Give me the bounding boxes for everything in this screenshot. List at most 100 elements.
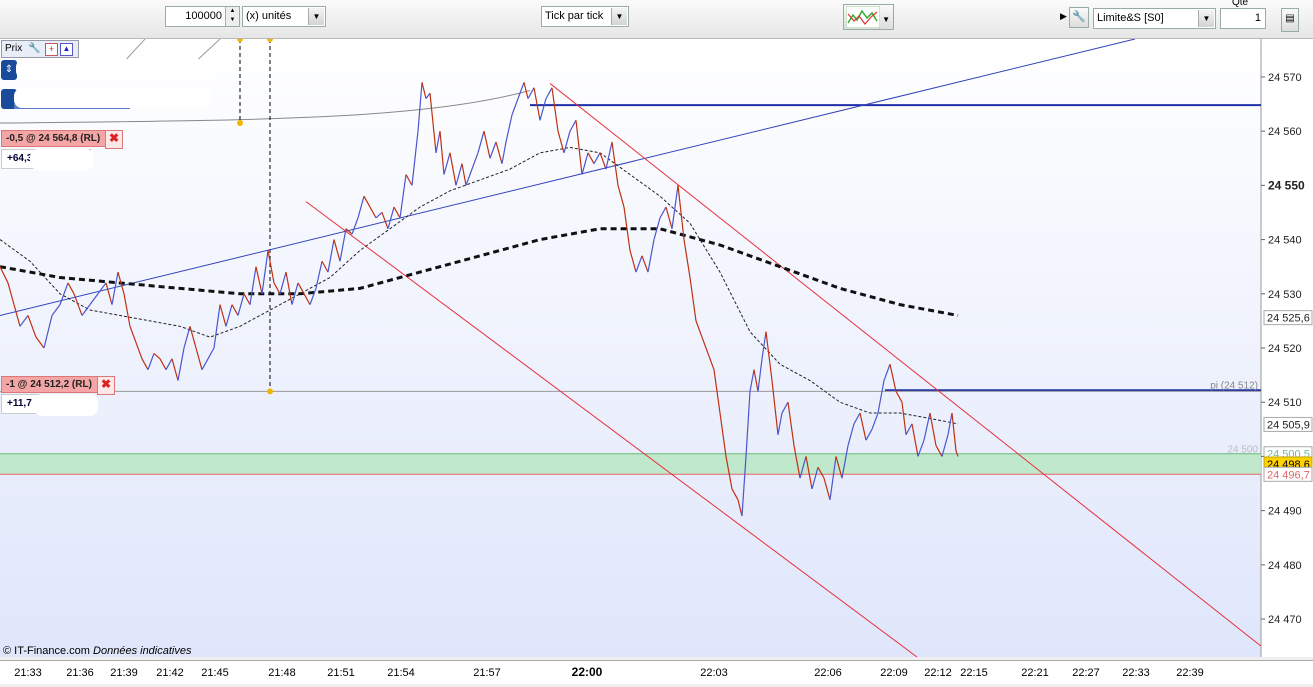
price-segment [787,402,795,446]
order-tag-1[interactable]: -0,5 @ 24 564,8 (RL) ✖ [1,130,123,149]
price-segment [707,353,715,370]
price-segment [689,277,697,321]
price-segment [501,141,507,164]
price-segment [141,358,149,370]
price-segment [871,412,879,430]
price-segment [757,358,763,392]
price-segment [461,163,467,186]
price-segment [97,282,107,295]
x-tick-label: 22:12 [924,667,952,679]
price-segment [417,82,423,132]
price-segment [387,206,395,229]
x-tick-label: 22:15 [960,667,988,679]
price-segment [489,141,497,159]
wrench-icon[interactable]: 🔧 [28,43,41,54]
price-axis-background [1261,39,1313,657]
chevron-down-icon[interactable]: ▼ [611,8,627,25]
price-segment [951,412,957,452]
scroll-toggle-button[interactable] [1,89,17,109]
x-tick-label: 21:39 [110,667,138,679]
price-segment [511,98,519,116]
price-segment [781,401,789,414]
indicator-button[interactable]: ▼ [843,4,894,30]
price-segment [375,212,383,219]
add-indicator-icon[interactable]: + [45,43,58,56]
price-segment [701,336,709,354]
order-tag-2[interactable]: -1 @ 24 512,2 (RL) ✖ [1,376,115,395]
price-segment [635,255,643,273]
price-segment [505,114,513,143]
price-tag-label: 24 505,9 [1267,419,1310,431]
price-segment [303,293,311,305]
unit-select[interactable]: (x) unités ▼ [242,6,326,27]
y-tick-label: 24 490 [1268,506,1302,518]
price-segment [429,93,437,153]
order-settings-button[interactable]: 🔧 [1069,7,1089,28]
price-segment [859,412,867,441]
price-segment [345,228,353,235]
price-segment [745,391,751,457]
price-segment [677,185,685,240]
price-chart[interactable]: pi (24 512) 24 500 24 470 24 480 24 490 24 50… [0,39,1313,660]
chart-area[interactable]: pi (24 512) 24 500 24 470 24 480 24 490 24 50… [0,39,1313,660]
interval-select[interactable]: Tick par tick ▼ [541,6,629,27]
price-segment [841,445,849,479]
price-segment [381,212,389,229]
price-segment [533,87,541,121]
y-tick-label: 24 570 [1268,72,1302,84]
price-segment [883,364,891,381]
price-segment [847,423,855,446]
price-segment [737,499,743,517]
price-segment [237,293,245,316]
x-tick-label: 21:42 [156,667,184,679]
price-segment [799,456,807,479]
price-segment [917,439,925,457]
price-segment [89,293,99,305]
price-segment [817,466,825,479]
chevron-down-icon[interactable]: ▼ [308,8,324,25]
price-segment [865,429,873,441]
y-tick-label: 24 510 [1268,397,1302,409]
qty-field[interactable]: 1 [1220,8,1266,29]
price-segment [117,271,125,294]
chevron-down-icon[interactable]: ▼ [1198,10,1214,27]
marker-dot [267,388,273,395]
move-up-icon[interactable]: ▲ [60,43,73,56]
scroll-toggle-button[interactable]: ⇕ [1,60,17,80]
price-segment [935,445,943,457]
send-order-button[interactable]: ▤ [1281,8,1299,32]
unit-select-value: (x) unités [246,10,292,22]
price-segment [123,293,131,327]
price-segment [683,239,691,278]
price-segment [889,364,897,392]
qty-value: 1 [1254,12,1261,24]
arc-line [0,90,531,124]
price-segment [557,130,565,154]
copyright-note: © IT-Finance.com Données indicatives [3,645,191,657]
price-segment [267,250,275,284]
quantity-value: 100000 [185,10,222,22]
price-segment [465,168,473,186]
hidden-field [34,394,98,416]
order-type-select[interactable]: Limite&S [S0] ▼ [1093,8,1216,29]
price-segment [765,331,773,381]
time-axis: 21:33 21:36 21:39 21:42 21:45 21:48 21:51 21:54… [0,660,1313,684]
panel-expand-icon[interactable]: ▶ [1060,11,1067,21]
price-segment [725,456,733,490]
price-segment [159,358,167,370]
price-segment [877,380,885,414]
price-segment [0,266,9,284]
price-segment [249,266,257,305]
price-segment [587,152,595,164]
x-tick-label: 21:54 [387,667,415,679]
price-segment [753,369,759,392]
close-icon[interactable]: ✖ [105,130,123,149]
price-segment [165,358,173,370]
price-segment [653,217,661,240]
close-icon[interactable]: ✖ [97,376,115,395]
price-segment [527,87,535,99]
chevron-down-icon[interactable]: ▼ [882,15,890,24]
quantity-field[interactable]: 100000 ▲ ▼ [165,6,240,27]
channel-lower-line [305,201,918,658]
quantity-spinner-icon[interactable]: ▲ ▼ [225,7,239,26]
